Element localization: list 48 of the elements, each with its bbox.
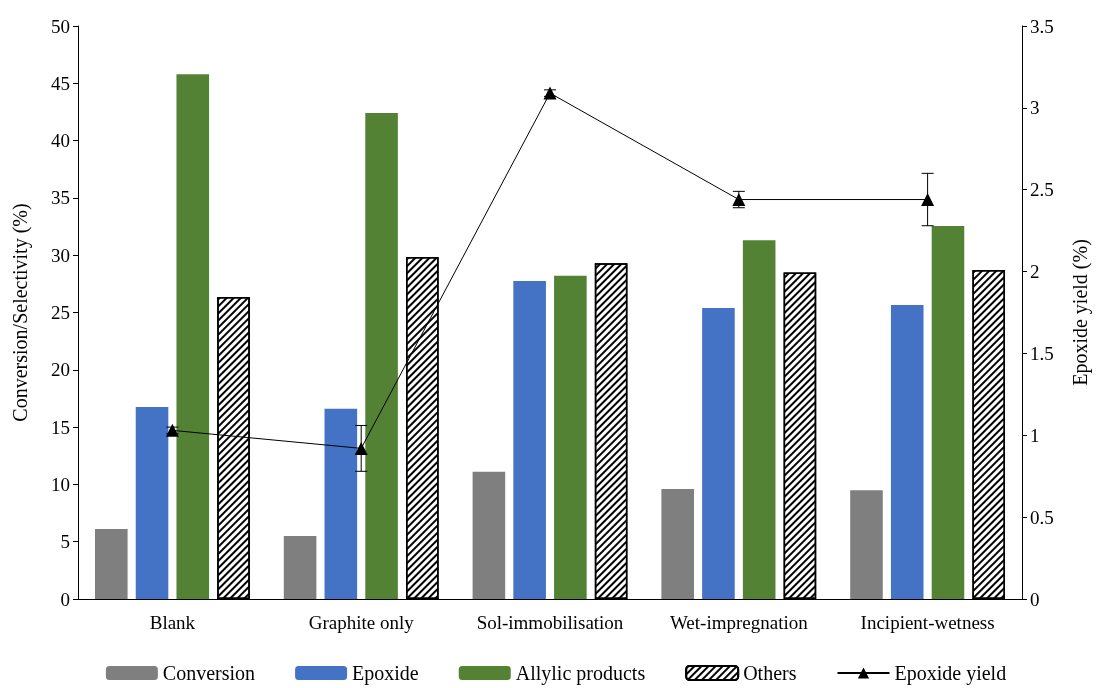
y-tick-label: 0 (60, 588, 70, 610)
y-tick-label: 35 (51, 187, 70, 209)
y-tick-label: 10 (51, 473, 70, 495)
x-tick-label: Incipient-wetness (860, 612, 995, 633)
bar (661, 488, 694, 599)
y-tick-label: 30 (51, 244, 70, 266)
point (921, 193, 935, 207)
y2-axis-title: Epoxide yield (%) (1069, 239, 1092, 386)
bar (283, 535, 317, 599)
legend-label: Allylic products (515, 662, 646, 685)
point (354, 441, 368, 455)
y-axis-title: Conversion/Selectivity (%) (9, 203, 32, 422)
x-tick-label: Blank (149, 612, 196, 633)
legend-label: Epoxide (352, 662, 419, 685)
y2-tick-label: 3 (1030, 97, 1040, 119)
bar (324, 408, 358, 599)
x-tick-label: Graphite only (308, 612, 415, 633)
bar (176, 74, 210, 599)
bar (742, 240, 776, 599)
y2-tick-label: 0.5 (1030, 506, 1054, 528)
y2-tick-label: 2.5 (1030, 179, 1054, 201)
y-tick-label: 20 (51, 359, 70, 381)
bar (554, 275, 587, 599)
x-tick-label: Sol-immobilisation (476, 612, 624, 633)
y2-tick-label: 3.5 (1030, 15, 1054, 37)
y-tick-label: 45 (51, 72, 70, 94)
legend-label: Conversion (162, 662, 256, 684)
legend-label: Epoxide yield (894, 662, 1007, 685)
y-tick-label: 25 (51, 302, 70, 323)
y2-tick-label: 1 (1030, 424, 1040, 446)
bar (931, 225, 965, 599)
y-tick-label: 50 (51, 15, 70, 37)
bar (850, 490, 883, 599)
y2-tick-label: 2 (1030, 261, 1040, 283)
y2-tick-label: 0 (1030, 588, 1040, 610)
y-tick-label: 15 (51, 416, 70, 438)
y-tick-label: 5 (60, 531, 70, 553)
bar (702, 307, 735, 599)
bar (365, 113, 398, 599)
x-tick-label: Wet-impregnation (669, 612, 809, 633)
y2-tick-label: 1.5 (1030, 342, 1054, 364)
bar (135, 407, 169, 599)
legend-label: Others (743, 662, 797, 684)
y-tick-label: 40 (51, 130, 70, 152)
bar (513, 280, 546, 599)
bar (472, 471, 506, 599)
bar (94, 529, 128, 599)
bar (890, 305, 924, 599)
